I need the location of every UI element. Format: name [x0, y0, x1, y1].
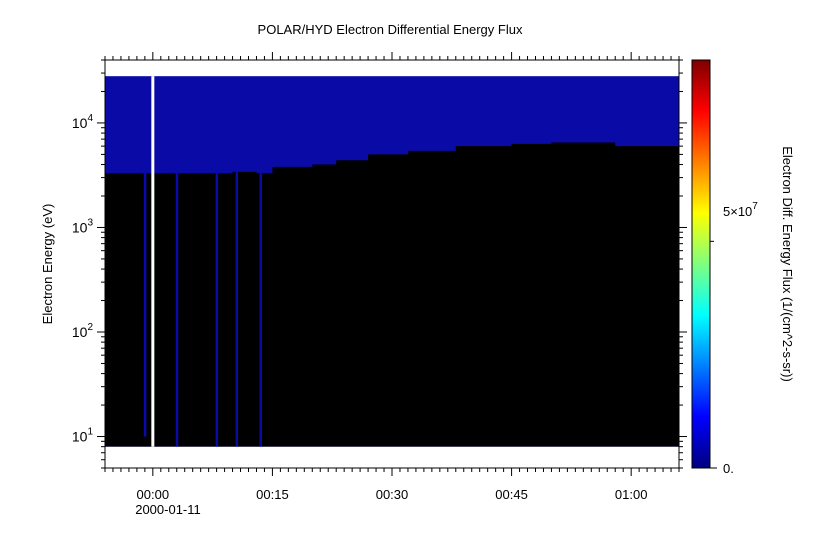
colorbar-tick-label: 0. — [723, 461, 734, 476]
low-flux-streak — [175, 173, 179, 447]
y-tick-label: 101 — [72, 427, 94, 445]
x-tick-label: 01:00 — [615, 487, 648, 502]
data-gap — [151, 76, 155, 447]
chart-title: POLAR/HYD Electron Differential Energy F… — [258, 22, 523, 37]
y-tick-label: 104 — [72, 113, 94, 131]
x-tick-label: 00:00 — [137, 487, 170, 502]
plot-area — [104, 59, 680, 469]
colorbar-ticks: 0.5×10710×10715×107 — [710, 201, 758, 476]
colorbar-gradient — [691, 59, 711, 469]
colorbar-tick-label: 5×107 — [723, 201, 758, 219]
low-flux-streak — [215, 173, 219, 447]
x-tick-label: 00:45 — [495, 487, 528, 502]
colorbar: 0.5×10710×10715×107 — [691, 59, 758, 476]
y-tick-label: 102 — [72, 322, 94, 340]
low-flux-streak — [235, 171, 239, 447]
x-axis: 00:00 00:15 00:30 00:45 01:00 — [104, 52, 680, 502]
no-data-region — [105, 142, 679, 447]
x-tick-label: 00:30 — [376, 487, 409, 502]
x-tick-label: 00:15 — [256, 487, 289, 502]
y-axis: 101 102 103 104 — [72, 59, 687, 469]
colorbar-label: Electron Diff. Energy Flux (1/(cm^2-s-sr… — [780, 146, 795, 382]
date-label: 2000-01-11 — [135, 502, 201, 517]
low-flux-streak — [259, 173, 262, 447]
y-tick-label: 103 — [72, 217, 94, 235]
spectrogram-data — [105, 76, 679, 447]
low-flux-streak — [143, 173, 147, 437]
y-axis-label: Electron Energy (eV) — [40, 204, 55, 325]
